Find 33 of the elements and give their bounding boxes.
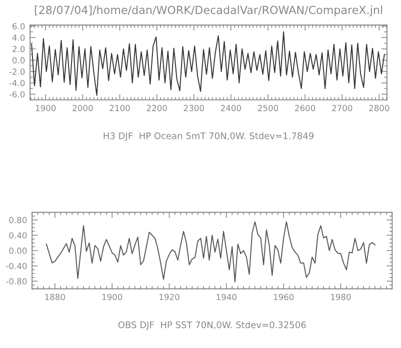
chart-title: [28/07/04]/home/dan/WORK/DecadalVar/ROWAN/CompareX.jnl [34,6,382,16]
x-tick-label: 1940 [216,294,236,300]
x-tick-label: 2700 [332,104,352,112]
x-tick-label: 1980 [331,294,351,300]
y-tick-label: 4.0 [12,34,25,41]
x-tick-label: 2800 [369,104,390,112]
x-tick-label: 1900 [102,294,122,300]
x-tick-label: 1920 [160,294,180,300]
x-tick-label: 2300 [184,104,204,112]
y-tick-label: 0.00 [9,248,27,254]
y-tick-label: -4.0 [9,80,25,86]
x-axis-title: H3 DJF HP Ocean 5mT 70N,0W. Stdev=1.7849 [104,132,314,141]
line-series [46,221,376,282]
x-tick-label: 2600 [295,104,316,112]
x-tick-label: 1900 [36,104,56,112]
y-tick-label: -0.40 [6,262,27,270]
y-tick-label: -2.0 [9,68,25,75]
x-tick-label: 1960 [274,294,294,300]
y-tick-label: 6.0 [12,23,25,30]
x-tick-label: 2400 [220,104,241,112]
x-tick-label: 2500 [258,104,278,112]
y-tick-label: -6.0 [9,91,25,98]
y-tick-label: 0.0 [12,57,25,64]
y-tick-label: -0.80 [6,278,27,284]
y-tick-label: 0.80 [9,216,27,224]
x-tick-label: 2200 [146,104,167,112]
x-tick-label: 2100 [110,104,130,112]
x-axis-title: OBS DJF HP SST 70N,0W. Stdev=0.32506 [118,321,306,330]
x-tick-label: 1880 [45,294,65,300]
y-tick-label: 2.0 [12,46,25,52]
line-series [31,31,385,96]
x-tick-label: 2000 [72,104,93,112]
y-tick-label: 0.40 [9,232,27,239]
